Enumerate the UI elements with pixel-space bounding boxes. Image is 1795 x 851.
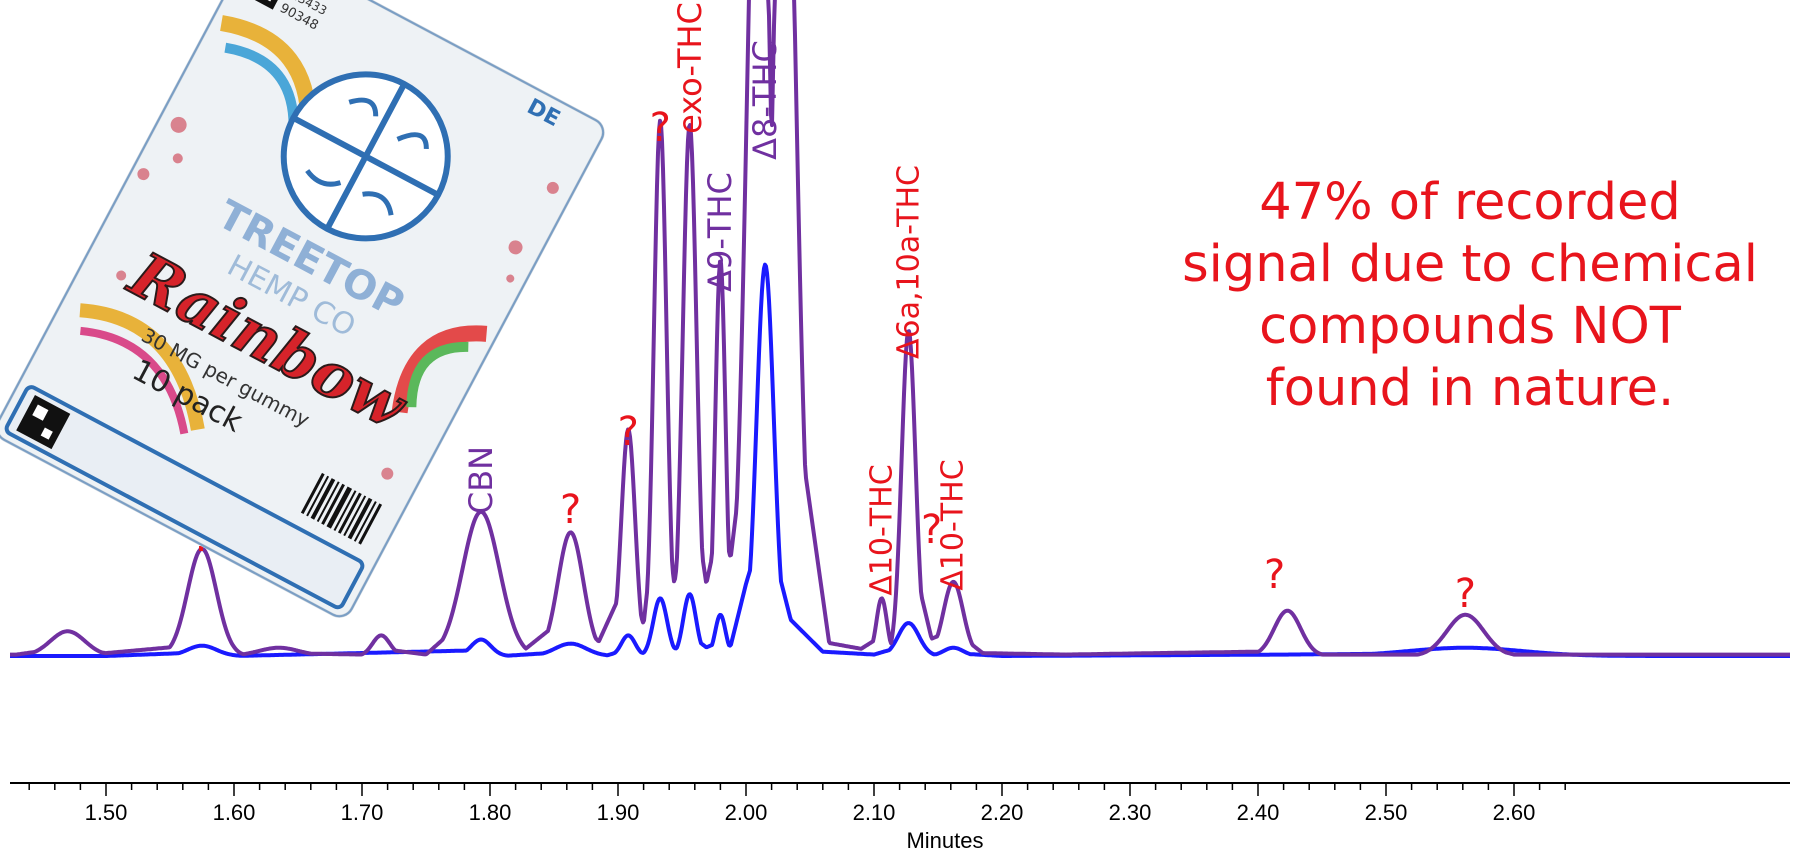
paint-splatter-decoration (116, 116, 559, 480)
unknown-peak-marker: ? (649, 105, 671, 151)
x-axis-label: Minutes (906, 828, 983, 851)
x-tick-label: 1.70 (341, 800, 384, 825)
callout-line: found in nature. (1265, 359, 1675, 418)
x-tick-label: 2.20 (981, 800, 1024, 825)
product-package-image: TREETOP HEMP CO Rainbow 30 MG per gummy … (0, 0, 605, 618)
callout-line: 47% of recorded (1259, 173, 1681, 232)
unknown-peak-marker: ? (1454, 571, 1476, 617)
plot-lines (9, 0, 1791, 658)
callout-line: compounds NOT (1259, 297, 1681, 356)
x-tick-label: 1.50 (85, 800, 128, 825)
peak-label: Δ6a,10a-THC (891, 165, 927, 359)
peak-label: Δ9-THC (701, 172, 740, 292)
x-axis-tick-labels: 1.50 1.60 1.70 1.80 1.90 2.00 2.10 2.20 2.30 2.40… (85, 800, 1536, 825)
peak-label: exo-THC (670, 2, 709, 134)
unknown-peak-marker: ? (920, 507, 943, 553)
x-axis-ticks (28, 783, 1566, 796)
x-tick-label: 1.60 (213, 800, 256, 825)
x-tick-label: 2.40 (1237, 800, 1280, 825)
x-tick-label: 2.10 (853, 800, 896, 825)
qr-code-icon (16, 395, 71, 450)
peak-label: Δ10-THC (864, 464, 900, 596)
callout-text: 47% of recorded signal due to chemical c… (1140, 172, 1795, 420)
x-tick-label: 1.90 (597, 800, 640, 825)
series-line (9, 0, 1791, 657)
x-tick-label: 2.60 (1493, 800, 1536, 825)
x-tick-label: 2.30 (1109, 800, 1152, 825)
callout-line: signal due to chemical (1182, 235, 1758, 294)
unknown-peak-marker: ? (1264, 552, 1286, 598)
x-tick-label: 2.00 (725, 800, 768, 825)
x-tick-label: 2.50 (1365, 800, 1408, 825)
peak-label: Δ8-THC (746, 40, 785, 160)
x-tick-label: 1.80 (469, 800, 512, 825)
unknown-peak-marker: ? (617, 409, 639, 455)
peak-label: Δ10-THC (935, 459, 971, 591)
barcode-icon (300, 472, 383, 545)
unknown-peak-marker: ? (560, 487, 582, 533)
logo-icon (280, 71, 451, 242)
